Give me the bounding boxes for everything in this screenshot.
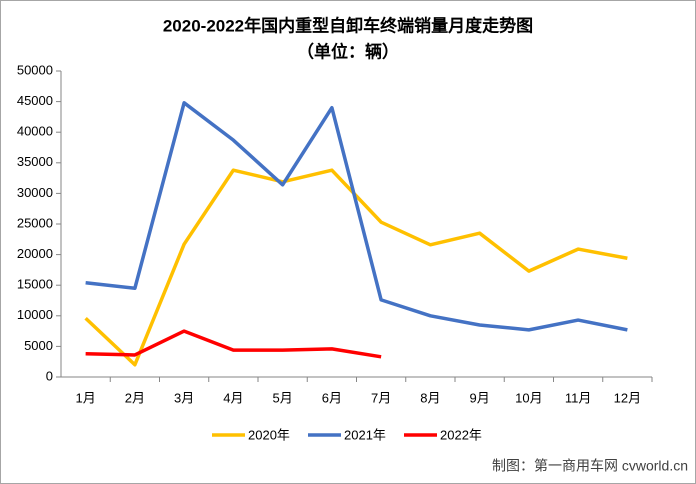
- series-line: [84, 168, 628, 367]
- x-tick-label: 11月: [565, 390, 592, 405]
- source-note: 制图：第一商用车网 cvworld.cn: [492, 458, 688, 474]
- x-tick-label: 8月: [420, 390, 440, 405]
- x-tick-label: 2月: [125, 390, 145, 405]
- series-line: [85, 329, 382, 359]
- y-tick-label: 5000: [24, 338, 53, 353]
- legend-label: 2022年: [440, 427, 482, 442]
- y-tick-label: 50000: [17, 62, 53, 77]
- y-tick-label: 0: [46, 368, 53, 383]
- chart-title: 2020-2022年国内重型自卸车终端销量月度走势图: [163, 15, 533, 35]
- y-tick-label: 30000: [17, 185, 53, 200]
- y-tick-label: 15000: [17, 277, 53, 292]
- x-tick-label: 7月: [371, 390, 391, 405]
- series-line: [85, 101, 628, 332]
- x-tick-label: 1月: [76, 390, 96, 405]
- legend-label: 2020年: [248, 427, 290, 442]
- x-tick-label: 3月: [174, 390, 194, 405]
- x-tick-label: 10月: [515, 390, 542, 405]
- y-tick-label: 20000: [17, 246, 53, 261]
- x-tick-label: 9月: [470, 390, 490, 405]
- chart-subtitle: （单位：辆）: [297, 41, 399, 61]
- x-tick-label: 5月: [273, 390, 293, 405]
- y-tick-label: 35000: [17, 154, 53, 169]
- y-tick-label: 10000: [17, 307, 53, 322]
- x-tick-label: 12月: [614, 390, 641, 405]
- y-tick-label: 45000: [17, 93, 53, 108]
- y-tick-label: 40000: [17, 124, 53, 139]
- x-tick-label: 4月: [223, 390, 243, 405]
- y-tick-label: 25000: [17, 215, 53, 230]
- x-tick-label: 6月: [322, 390, 342, 405]
- legend-label: 2021年: [344, 427, 386, 442]
